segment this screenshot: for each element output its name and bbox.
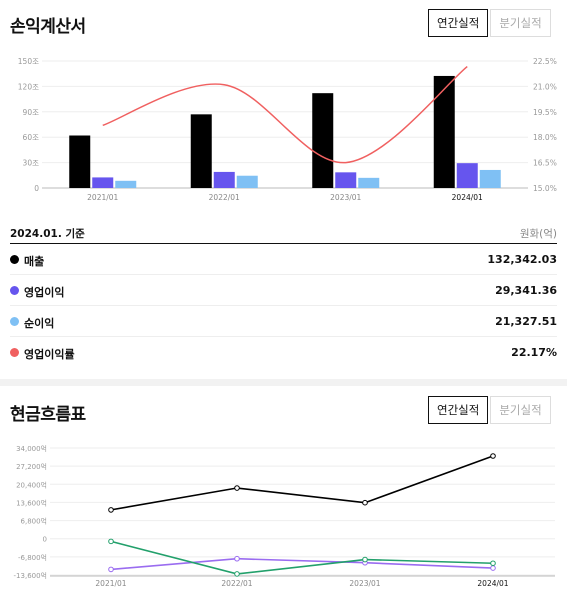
quarterly-tab[interactable]: 분기실적	[490, 396, 551, 424]
summary-label: 영업이익률	[24, 348, 75, 361]
x-tick-label: 2022/01	[221, 579, 252, 588]
summary-row-operating-income: 영업이익 29,341.36	[10, 275, 557, 306]
y-tick-label: 120조	[18, 82, 39, 91]
y-tick-label: 34,000억	[16, 445, 47, 453]
y2-tick-label: 19.5%	[533, 108, 557, 117]
data-point	[234, 571, 240, 577]
bar	[335, 172, 357, 188]
summary-value: 29,341.36	[495, 284, 557, 297]
cashflow-period-toggle: 연간실적 분기실적	[428, 396, 551, 424]
margin-line	[102, 65, 468, 164]
annual-tab[interactable]: 연간실적	[428, 9, 489, 37]
bar	[92, 177, 114, 188]
bar	[479, 169, 501, 188]
y-tick-label: 6,800억	[21, 518, 47, 526]
y2-tick-label: 21.0%	[533, 82, 557, 91]
y-tick-label: 150조	[18, 57, 39, 66]
data-point	[234, 485, 240, 491]
summary-unit: 원화(억)	[519, 228, 557, 240]
y-tick-label: 27,200억	[16, 463, 47, 471]
bar	[190, 114, 212, 188]
y-tick-label: 20,400억	[16, 481, 47, 489]
revenue-legend-dot	[10, 255, 19, 264]
y2-tick-label: 16.5%	[533, 159, 557, 168]
summary-row-net-income: 순이익 21,327.51	[10, 306, 557, 337]
operating-margin-legend-dot	[10, 348, 19, 357]
summary-list: 매출 132,342.03 영업이익 29,341.36 순이익 21,327.…	[10, 244, 557, 367]
bar	[115, 180, 137, 188]
x-tick-label: 2023/01	[349, 579, 380, 588]
quarterly-tab[interactable]: 분기실적	[490, 9, 551, 37]
y2-tick-label: 22.5%	[533, 57, 557, 66]
bar	[433, 75, 455, 188]
series-line	[110, 540, 494, 575]
x-tick-label: 2021/01	[87, 193, 118, 202]
net-income-legend-dot	[10, 317, 19, 326]
income-title: 손익계산서	[10, 17, 86, 37]
summary-header: 2024.01. 기준 원화(억)	[10, 218, 557, 244]
income-chart: 0 15.0% 30조 16.5% 60조 18.0% 90조 19.5% 120조 21.0% 1…	[18, 57, 557, 202]
operating-income-legend-dot	[10, 286, 19, 295]
summary-value: 21,327.51	[495, 315, 557, 328]
summary-label: 매출	[24, 255, 45, 268]
y2-tick-label: 15.0%	[533, 184, 557, 193]
x-tick-label: 2024/01	[477, 579, 508, 588]
y-tick-label: 0	[43, 536, 47, 544]
data-point	[490, 565, 496, 571]
data-point	[490, 453, 496, 459]
data-point	[234, 555, 240, 562]
summary-value: 132,342.03	[487, 253, 557, 266]
x-tick-label: 2023/01	[330, 193, 361, 202]
bar	[69, 135, 91, 188]
cashflow-title: 현금흐름표	[10, 405, 86, 425]
y-tick-label: 90조	[23, 108, 40, 117]
summary-label: 순이익	[24, 317, 55, 330]
summary-label: 영업이익	[24, 286, 65, 299]
bar	[213, 171, 235, 188]
bar	[312, 93, 334, 188]
data-point	[362, 556, 368, 563]
bar	[456, 163, 478, 188]
y-tick-label: 30조	[23, 159, 40, 168]
y-tick-label: 13,600억	[16, 499, 47, 507]
data-point	[108, 507, 114, 513]
y-tick-label: -6,800억	[18, 554, 47, 562]
data-point	[108, 538, 114, 545]
section-divider	[0, 379, 567, 386]
bar	[358, 177, 380, 188]
data-point	[108, 566, 114, 573]
summary-row-operating-margin: 영업이익률 22.17%	[10, 337, 557, 367]
series-line	[110, 557, 494, 571]
cashflow-chart: -13,600억 -6,800억 0 6,800억 13,600억 20,400억 27,2…	[14, 445, 555, 588]
x-tick-label: 2022/01	[209, 193, 240, 202]
y-tick-label: 60조	[23, 133, 40, 142]
bar	[236, 175, 258, 188]
income-period-toggle: 연간실적 분기실적	[428, 9, 551, 37]
annual-tab[interactable]: 연간실적	[428, 396, 489, 424]
data-point	[362, 499, 368, 506]
x-tick-label: 2021/01	[95, 579, 126, 588]
y-tick-label: -13,600억	[14, 572, 47, 580]
summary-date: 2024.01. 기준	[10, 228, 85, 240]
y2-tick-label: 18.0%	[533, 133, 557, 142]
summary-value: 22.17%	[511, 346, 557, 359]
data-point	[490, 560, 496, 567]
summary-row-revenue: 매출 132,342.03	[10, 244, 557, 275]
x-tick-label: 2024/01	[452, 193, 483, 202]
y-tick-label: 0	[34, 184, 39, 193]
series-line	[110, 455, 494, 511]
